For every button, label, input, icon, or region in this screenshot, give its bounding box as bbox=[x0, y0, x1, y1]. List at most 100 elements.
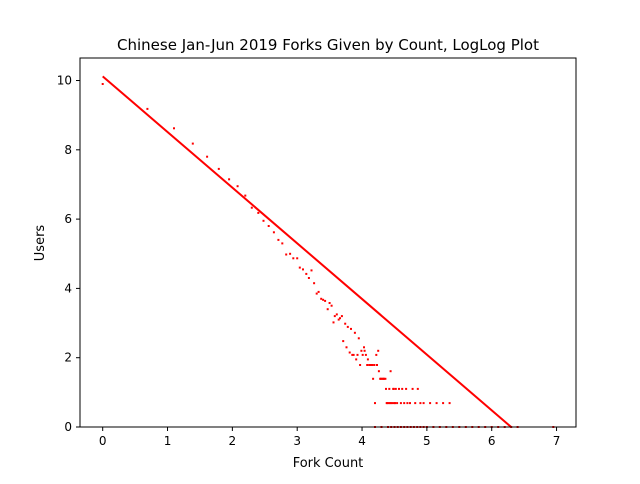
data-point bbox=[320, 297, 323, 300]
data-point bbox=[388, 402, 391, 405]
data-point bbox=[191, 142, 194, 145]
data-point bbox=[405, 387, 408, 390]
data-point bbox=[359, 364, 362, 366]
data-point bbox=[315, 292, 318, 295]
data-point bbox=[345, 346, 348, 349]
data-point bbox=[435, 402, 438, 405]
data-point bbox=[333, 315, 336, 318]
data-point bbox=[357, 337, 360, 340]
x-tick-label: 3 bbox=[293, 434, 301, 448]
data-point bbox=[322, 298, 325, 301]
data-point bbox=[351, 353, 354, 356]
data-point bbox=[388, 387, 391, 390]
data-point bbox=[272, 231, 275, 234]
x-axis: 0 1 2 3 4 5 6 7 bbox=[99, 427, 560, 448]
data-point bbox=[374, 402, 376, 405]
chart-title: Chinese Jan-Jun 2019 Forks Given by Coun… bbox=[117, 36, 539, 54]
data-point bbox=[296, 257, 299, 260]
y-tick-label: 2 bbox=[64, 351, 72, 365]
data-point bbox=[355, 358, 358, 361]
data-point bbox=[324, 299, 327, 302]
data-point bbox=[364, 353, 367, 356]
data-point bbox=[373, 364, 376, 366]
data-point bbox=[101, 83, 104, 85]
data-point bbox=[377, 349, 380, 352]
data-point bbox=[411, 387, 414, 390]
data-point bbox=[401, 387, 404, 390]
x-tick-label: 0 bbox=[99, 434, 107, 448]
y-tick-label: 10 bbox=[57, 74, 72, 88]
data-point bbox=[173, 127, 175, 130]
data-point bbox=[396, 402, 399, 405]
y-tick-label: 0 bbox=[64, 420, 72, 434]
data-point bbox=[326, 308, 329, 311]
data-point bbox=[342, 340, 345, 343]
data-point bbox=[414, 402, 417, 405]
plot-frame bbox=[79, 57, 577, 428]
data-point bbox=[363, 349, 366, 352]
data-point bbox=[390, 402, 393, 405]
data-point bbox=[346, 325, 349, 328]
data-point bbox=[370, 364, 373, 366]
data-point bbox=[307, 277, 310, 279]
y-tick-label: 4 bbox=[64, 281, 72, 295]
x-tick-label: 4 bbox=[358, 434, 366, 448]
data-point bbox=[361, 353, 364, 356]
y-tick-label: 6 bbox=[64, 212, 72, 226]
data-point bbox=[366, 364, 369, 366]
data-point bbox=[416, 387, 419, 390]
data-point bbox=[277, 238, 280, 241]
data-point bbox=[376, 364, 378, 366]
data-point bbox=[330, 304, 333, 307]
data-point bbox=[352, 353, 355, 356]
data-point bbox=[371, 364, 374, 366]
x-tick-label: 2 bbox=[229, 434, 237, 448]
x-axis-label: Fork Count bbox=[293, 456, 364, 471]
data-point bbox=[305, 272, 308, 275]
data-point bbox=[391, 402, 394, 405]
data-point bbox=[380, 377, 383, 380]
data-point bbox=[236, 185, 239, 188]
data-point bbox=[409, 402, 411, 405]
x-tick-label: 1 bbox=[164, 434, 172, 448]
y-axis-label: Users bbox=[33, 225, 48, 262]
data-point bbox=[387, 402, 390, 405]
data-point bbox=[353, 331, 356, 334]
data-point bbox=[363, 346, 365, 349]
data-point bbox=[332, 321, 335, 324]
data-point bbox=[250, 206, 253, 209]
data-point bbox=[389, 370, 392, 373]
data-point bbox=[360, 349, 363, 352]
data-point bbox=[385, 387, 387, 390]
data-point bbox=[302, 268, 304, 271]
data-point bbox=[257, 211, 260, 214]
data-point bbox=[419, 402, 422, 405]
data-point bbox=[383, 377, 386, 380]
data-point bbox=[366, 358, 369, 361]
data-point bbox=[406, 402, 409, 405]
data-point bbox=[317, 290, 320, 293]
data-point bbox=[392, 387, 395, 390]
data-point bbox=[206, 155, 209, 158]
data-point bbox=[281, 242, 284, 245]
data-point bbox=[344, 322, 347, 325]
data-point bbox=[429, 402, 432, 405]
data-point bbox=[403, 402, 406, 405]
data-point bbox=[398, 387, 400, 390]
y-tick-label: 8 bbox=[64, 143, 72, 157]
data-point bbox=[262, 219, 265, 222]
data-point bbox=[350, 327, 352, 330]
fit-line bbox=[102, 75, 512, 428]
data-point bbox=[244, 194, 247, 197]
data-point bbox=[448, 402, 451, 405]
data-point bbox=[228, 178, 231, 181]
data-point bbox=[377, 370, 380, 373]
data-point bbox=[217, 167, 220, 170]
data-point bbox=[146, 107, 149, 110]
x-tick-label: 5 bbox=[423, 434, 431, 448]
data-point bbox=[313, 282, 316, 285]
data-point bbox=[356, 353, 359, 356]
data-point bbox=[340, 315, 343, 318]
